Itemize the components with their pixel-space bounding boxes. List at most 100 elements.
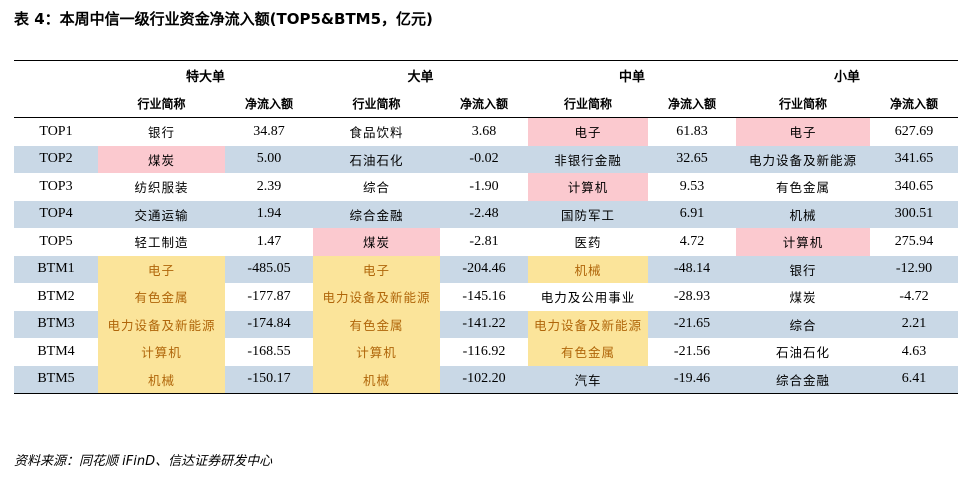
industry-name-cell: 国防军工 [528, 200, 648, 228]
net-inflow-cell: -485.05 [225, 255, 313, 283]
row-label: BTM2 [37, 288, 75, 304]
net-inflow-cell: -177.87 [247, 288, 291, 304]
column-header-value: 净流入额 [225, 89, 313, 118]
net-inflow-cell: 341.65 [870, 145, 958, 173]
table-row: BTM4 计算机 -168.55 计算机 -116.92 有色金属 -21.56 石油石化 4.… [14, 338, 958, 366]
row-label: BTM3 [14, 310, 98, 338]
industry-name-cell: 有色金属 [775, 180, 830, 196]
industry-name-cell: 计算机 [98, 338, 225, 366]
source-note: 资料来源：同花顺 iFinD、信达证券研发中心 [14, 454, 273, 469]
industry-name-cell: 石油石化 [313, 145, 440, 173]
net-inflow-cell: 340.65 [894, 178, 934, 194]
net-inflow-cell: -28.93 [673, 288, 711, 304]
table-row: BTM3 电力设备及新能源 -174.84 有色金属 -141.22 电力设备及新能源 -2… [14, 310, 958, 338]
industry-name-cell: 电力及公用事业 [540, 290, 636, 306]
column-header-name: 行业简称 [736, 89, 870, 118]
table-row: BTM1 电子 -485.05 电子 -204.46 机械 -48.14 银行 -12.90 [14, 255, 958, 283]
net-inflow-cell: -19.46 [648, 365, 736, 394]
net-inflow-cell: 627.69 [894, 123, 934, 139]
industry-name-cell: 轻工制造 [134, 235, 189, 251]
industry-name-cell: 煤炭 [313, 228, 440, 256]
net-inflow-cell: -2.81 [469, 233, 499, 249]
row-label: TOP1 [39, 123, 73, 139]
industry-name-cell: 电力设备及新能源 [313, 283, 440, 311]
net-inflow-cell: 1.94 [225, 200, 313, 228]
industry-name-cell: 医药 [574, 235, 602, 251]
net-inflow-cell: 5.00 [225, 145, 313, 173]
net-inflow-cell: -168.55 [247, 343, 291, 359]
industry-name-cell: 电力设备及新能源 [98, 310, 225, 338]
row-label: BTM1 [14, 255, 98, 283]
net-inflow-cell: -4.72 [899, 288, 929, 304]
table-row: BTM5 机械 -150.17 机械 -102.20 汽车 -19.46 综合金融 6.41 [14, 365, 958, 394]
net-inflow-cell: -102.20 [440, 365, 528, 394]
net-inflow-cell: 34.87 [253, 123, 285, 139]
group-header: 中单 [618, 69, 645, 85]
industry-name-cell: 煤炭 [98, 145, 225, 173]
industry-name-cell: 食品饮料 [349, 125, 404, 141]
net-inflow-cell: -21.65 [648, 310, 736, 338]
net-inflow-cell: -21.56 [673, 343, 711, 359]
industry-name-cell: 综合 [362, 180, 390, 196]
net-inflow-cell: -141.22 [440, 310, 528, 338]
net-inflow-cell: -174.84 [225, 310, 313, 338]
net-inflow-cell: 32.65 [648, 145, 736, 173]
row-label: BTM5 [14, 365, 98, 394]
fund-flow-table: 特大单 大单 中单 小单 行业简称 净流入额 行业简称 净流入额 行业简称 净流… [14, 60, 958, 394]
table-row: TOP5 轻工制造 1.47 煤炭 -2.81 医药 4.72 计算机 275.94 [14, 228, 958, 256]
industry-name-cell: 计算机 [528, 173, 648, 201]
industry-name-cell: 有色金属 [98, 283, 225, 311]
net-inflow-cell: 4.72 [679, 233, 705, 249]
industry-name-cell: 电子 [313, 255, 440, 283]
column-header-value: 净流入额 [870, 89, 958, 118]
industry-name-cell: 计算机 [736, 228, 870, 256]
net-inflow-cell: -116.92 [462, 343, 506, 359]
net-inflow-cell: 9.53 [679, 178, 705, 194]
sub-header-row: 行业简称 净流入额 行业简称 净流入额 行业简称 净流入额 行业简称 净流入额 [14, 89, 958, 118]
industry-name-cell: 有色金属 [313, 310, 440, 338]
net-inflow-cell: 6.41 [870, 365, 958, 394]
industry-name-cell: 石油石化 [775, 345, 830, 361]
table-title: 表 4：本周中信一级行业资金净流入额(TOP5&BTM5，亿元) [14, 10, 433, 28]
net-inflow-cell: -204.46 [440, 255, 528, 283]
industry-name-cell: 电力设备及新能源 [736, 145, 870, 173]
row-label: TOP5 [39, 233, 73, 249]
group-header: 大单 [407, 69, 434, 85]
column-header-name: 行业简称 [528, 89, 648, 118]
industry-name-cell: 计算机 [313, 338, 440, 366]
net-inflow-cell: 275.94 [894, 233, 934, 249]
industry-name-cell: 煤炭 [789, 290, 817, 306]
table-row: TOP2 煤炭 5.00 石油石化 -0.02 非银行金融 32.65 电力设备及新能源 341… [14, 145, 958, 173]
net-inflow-cell: -150.17 [225, 365, 313, 394]
industry-name-cell: 银行 [736, 255, 870, 283]
net-inflow-cell: -0.02 [440, 145, 528, 173]
industry-name-cell: 机械 [528, 255, 648, 283]
industry-name-cell: 电力设备及新能源 [528, 310, 648, 338]
table-row: TOP3 纺织服装 2.39 综合 -1.90 计算机 9.53 有色金属 340.65 [14, 173, 958, 201]
group-header: 特大单 [185, 69, 225, 85]
net-inflow-cell: 3.68 [471, 123, 497, 139]
net-inflow-cell: 4.63 [901, 343, 927, 359]
industry-name-cell: 电子 [736, 117, 870, 146]
industry-name-cell: 有色金属 [528, 338, 648, 366]
industry-name-cell: 综合金融 [313, 200, 440, 228]
industry-name-cell: 纺织服装 [134, 180, 189, 196]
net-inflow-cell: -2.48 [440, 200, 528, 228]
net-inflow-cell: -12.90 [870, 255, 958, 283]
group-header: 小单 [833, 69, 860, 85]
net-inflow-cell: -145.16 [462, 288, 506, 304]
industry-name-cell: 机械 [736, 200, 870, 228]
row-label: TOP4 [14, 200, 98, 228]
column-header-value: 净流入额 [440, 89, 528, 118]
net-inflow-cell: -48.14 [648, 255, 736, 283]
column-header-name: 行业简称 [313, 89, 440, 118]
industry-name-cell: 综合 [736, 310, 870, 338]
table-row: TOP1 银行 34.87 食品饮料 3.68 电子 61.83 电子 627.69 [14, 117, 958, 146]
industry-name-cell: 电子 [98, 255, 225, 283]
row-label: TOP2 [14, 145, 98, 173]
industry-name-cell: 综合金融 [736, 365, 870, 394]
net-inflow-cell: 300.51 [870, 200, 958, 228]
industry-name-cell: 非银行金融 [528, 145, 648, 173]
net-inflow-cell: -1.90 [469, 178, 499, 194]
column-header-value: 净流入额 [648, 89, 736, 118]
